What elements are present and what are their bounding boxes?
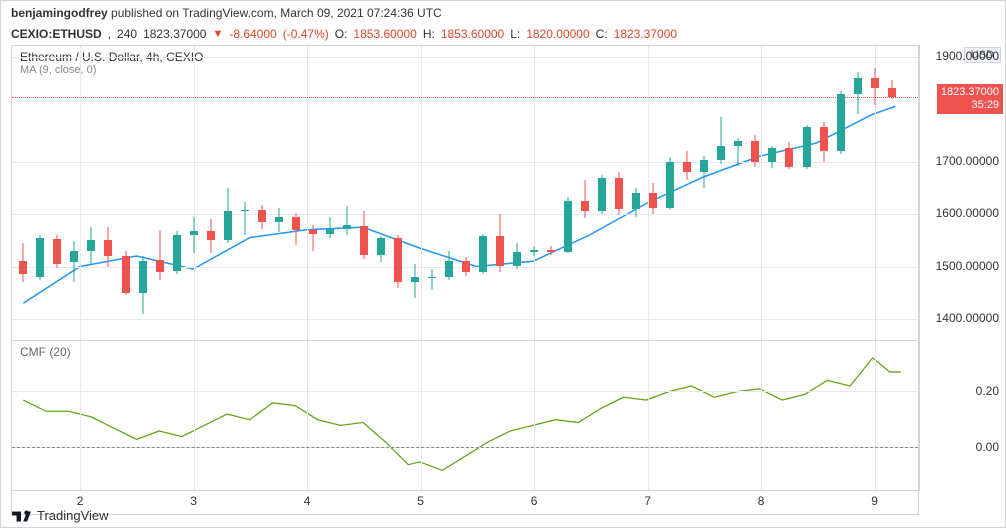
vgridline bbox=[534, 341, 535, 490]
time-x-axis[interactable]: 2 3 4 5 6 7 8 9 bbox=[11, 491, 919, 515]
gridline bbox=[12, 162, 918, 163]
vgridline bbox=[307, 341, 308, 490]
ma-line bbox=[12, 46, 918, 340]
x-tick-label: 7 bbox=[644, 494, 651, 508]
vgridline bbox=[534, 46, 535, 340]
change-pct: (-0.47%) bbox=[283, 27, 329, 41]
ohlc-high: 1853.60000 bbox=[441, 27, 504, 41]
x-tick-label: 3 bbox=[190, 494, 197, 508]
indicator-y-axis[interactable]: 0.00 0.20 bbox=[919, 341, 1005, 491]
gridline bbox=[12, 57, 918, 58]
symbol: CEXIO:ETHUSD bbox=[11, 27, 102, 41]
publish-timestamp: March 09, 2021 07:24:36 UTC bbox=[280, 6, 441, 20]
l-label: L: bbox=[510, 27, 520, 41]
c-label: C: bbox=[596, 27, 608, 41]
price-chart-pane[interactable]: Ethereum / U.S. Dollar, 4h, CEXIO MA (9,… bbox=[11, 45, 919, 341]
y-tick-label: 1700.00000 bbox=[936, 154, 999, 168]
y-tick-label: 1500.00000 bbox=[936, 259, 999, 273]
y-tick-label: 0.00 bbox=[976, 440, 999, 454]
published-on: published on TradingView.com, bbox=[111, 6, 277, 20]
price-chart-area[interactable]: Ethereum / U.S. Dollar, 4h, CEXIO MA (9,… bbox=[1, 45, 1005, 341]
y-tick-label: 0.20 bbox=[976, 384, 999, 398]
ohlc-low: 1820.00000 bbox=[526, 27, 589, 41]
footer: TradingView bbox=[11, 508, 109, 523]
vgridline bbox=[194, 46, 195, 340]
vgridline bbox=[80, 46, 81, 340]
author: benjamingodfrey bbox=[11, 6, 108, 20]
vgridline bbox=[194, 341, 195, 490]
y-tick-label: 1400.00000 bbox=[936, 311, 999, 325]
h-label: H: bbox=[423, 27, 435, 41]
change: -8.64000 bbox=[229, 27, 276, 41]
vgridline bbox=[421, 341, 422, 490]
down-arrow-icon: ▼ bbox=[212, 28, 223, 40]
gridline bbox=[12, 391, 918, 392]
x-tick-label: 6 bbox=[531, 494, 538, 508]
x-tick-label: 2 bbox=[77, 494, 84, 508]
interval: 240 bbox=[117, 27, 137, 41]
vgridline bbox=[875, 341, 876, 490]
indicator-area[interactable]: CMF (20) 0.00 0.20 bbox=[1, 341, 1005, 491]
gridline bbox=[12, 319, 918, 320]
o-label: O: bbox=[335, 27, 348, 41]
chart-container: benjamingodfrey published on TradingView… bbox=[0, 0, 1006, 528]
last-price: 1823.37000 bbox=[143, 27, 206, 41]
ohlc-close: 1823.37000 bbox=[614, 27, 677, 41]
publish-header: benjamingodfrey published on TradingView… bbox=[1, 1, 1005, 25]
ohlc-open: 1853.60000 bbox=[353, 27, 416, 41]
zero-line bbox=[12, 447, 918, 448]
gridline bbox=[12, 214, 918, 215]
vgridline bbox=[80, 341, 81, 490]
vgridline bbox=[421, 46, 422, 340]
y-tick-label: 1600.00000 bbox=[936, 206, 999, 220]
x-tick-label: 4 bbox=[304, 494, 311, 508]
vgridline bbox=[761, 341, 762, 490]
cmf-line bbox=[12, 341, 918, 490]
price-tag: 1823.3700035:29 bbox=[937, 84, 1003, 114]
vgridline bbox=[307, 46, 308, 340]
price-y-axis[interactable]: USD 1400.000001500.000001600.000001700.0… bbox=[919, 45, 1005, 341]
x-tick-label: 8 bbox=[758, 494, 765, 508]
vgridline bbox=[761, 46, 762, 340]
cmf-pane[interactable]: CMF (20) bbox=[11, 341, 919, 491]
brand-label: TradingView bbox=[37, 508, 109, 523]
x-tick-label: 9 bbox=[871, 494, 878, 508]
y-tick-label: 1900.00000 bbox=[936, 49, 999, 63]
tradingview-logo-icon bbox=[11, 509, 31, 523]
symbol-infobar: CEXIO:ETHUSD, 240 1823.37000 ▼ -8.64000 … bbox=[1, 25, 1005, 45]
vgridline bbox=[648, 341, 649, 490]
last-price-line bbox=[12, 97, 918, 98]
x-tick-label: 5 bbox=[417, 494, 424, 508]
